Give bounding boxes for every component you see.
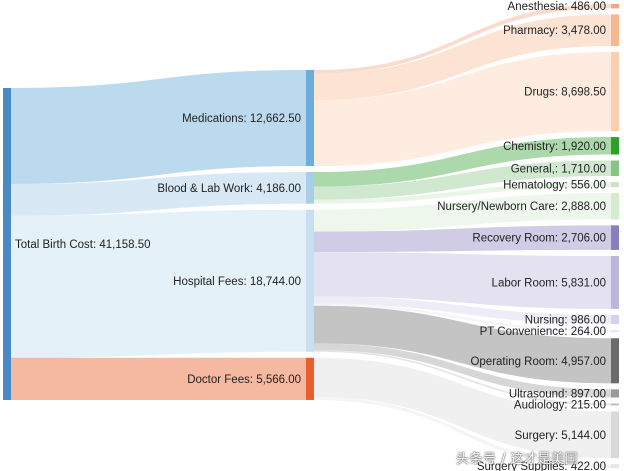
label-blood-lab-work: Blood & Lab Work: 4,186.00 — [157, 183, 301, 195]
nodes — [3, 4, 619, 469]
link-hospital-fees-audiology — [314, 350, 611, 406]
link-hospital-fees-nursing — [314, 296, 611, 324]
link-hospital-fees-ultrasound — [314, 343, 611, 398]
label-total-birth-cost: Total Birth Cost: 41,158.50 — [15, 239, 151, 251]
link-source-hospital-fees — [11, 209, 306, 358]
link-doctor-fees-surgery — [314, 357, 611, 459]
label-operating-room: Operating Room: 4,957.00 — [470, 356, 606, 368]
node-operating-room — [611, 338, 619, 384]
label-doctor-fees: Doctor Fees: 5,566.00 — [187, 374, 301, 386]
links — [11, 4, 611, 469]
node-anesthesia — [611, 4, 619, 9]
link-medications-drugs — [314, 52, 611, 166]
node-nursing — [611, 314, 619, 324]
label-surgery: Surgery: 5,144.00 — [515, 430, 606, 442]
node-audiology — [611, 403, 619, 406]
link-medications-pharmacy — [314, 14, 611, 101]
label-recovery-room: Recovery Room: 2,706.00 — [472, 233, 606, 245]
label-pharmacy: Pharmacy: 3,478.00 — [503, 25, 606, 37]
link-hospital-fees-operating-room — [314, 305, 611, 384]
node-blood-lab-work — [306, 171, 314, 204]
node-ultrasound — [611, 389, 619, 398]
link-blood-lab-work-general — [314, 160, 611, 200]
link-doctor-fees-surgery-supplies — [314, 396, 611, 469]
label-audiology: Audiology: 215.00 — [514, 399, 606, 411]
watermark: 头条号 / 这才是美国 — [456, 452, 579, 467]
link-hospital-fees-nursery-newborn-care — [314, 193, 611, 232]
label-anesthesia: Anesthesia: 486.00 — [508, 1, 606, 13]
label-pt-convenience: PT Convenience: 264.00 — [480, 326, 606, 338]
node-pt-convenience — [611, 329, 619, 333]
node-chemistry — [611, 137, 619, 155]
link-hospital-fees-labor-room — [314, 252, 611, 309]
link-blood-lab-work-hematology — [314, 182, 611, 204]
label-nursing: Nursing: 986.00 — [525, 314, 606, 326]
link-source-medications — [11, 70, 306, 184]
label-medications: Medications: 12,662.50 — [182, 113, 301, 125]
node-hematology — [611, 182, 619, 188]
label-general: General,: 1,710.00 — [511, 163, 606, 175]
label-surgery-supplies: Surgery Supplies: 422.00 — [477, 461, 606, 471]
label-drugs: Drugs: 8,698.50 — [524, 87, 606, 99]
link-source-blood-lab-work — [11, 171, 306, 216]
link-hospital-fees-recovery-room — [314, 225, 611, 253]
node-surgery-supplies — [611, 464, 619, 469]
node-drugs — [611, 52, 619, 132]
node-recovery-room — [611, 225, 619, 250]
link-hospital-fees-pt-convenience — [314, 303, 611, 333]
node-labor-room — [611, 255, 619, 309]
link-blood-lab-work-chemistry — [314, 137, 611, 187]
link-source-doctor-fees — [11, 357, 306, 400]
node-medications — [306, 70, 314, 166]
labels: Total Birth Cost: 41,158.50 Medications: … — [15, 1, 606, 471]
link-medications-anesthesia — [314, 4, 611, 74]
label-labor-room: Labor Room: 5,831.00 — [492, 277, 606, 289]
node-surgery — [611, 411, 619, 459]
node-nursery-newborn-care — [611, 193, 619, 220]
label-hospital-fees: Hospital Fees: 18,744.00 — [173, 276, 301, 288]
label-chemistry: Chemistry: 1,920.00 — [503, 141, 606, 153]
label-ultrasound: Ultrasound: 897.00 — [509, 388, 606, 400]
node-total-birth-cost — [3, 88, 11, 400]
node-doctor-fees — [306, 357, 314, 400]
node-pharmacy — [611, 14, 619, 47]
node-hospital-fees — [306, 209, 314, 352]
label-hematology: Hematology: 556.00 — [503, 180, 606, 192]
node-general — [611, 160, 619, 177]
label-nursery-newborn-care: Nursery/Newborn Care: 2,888.00 — [437, 201, 606, 213]
